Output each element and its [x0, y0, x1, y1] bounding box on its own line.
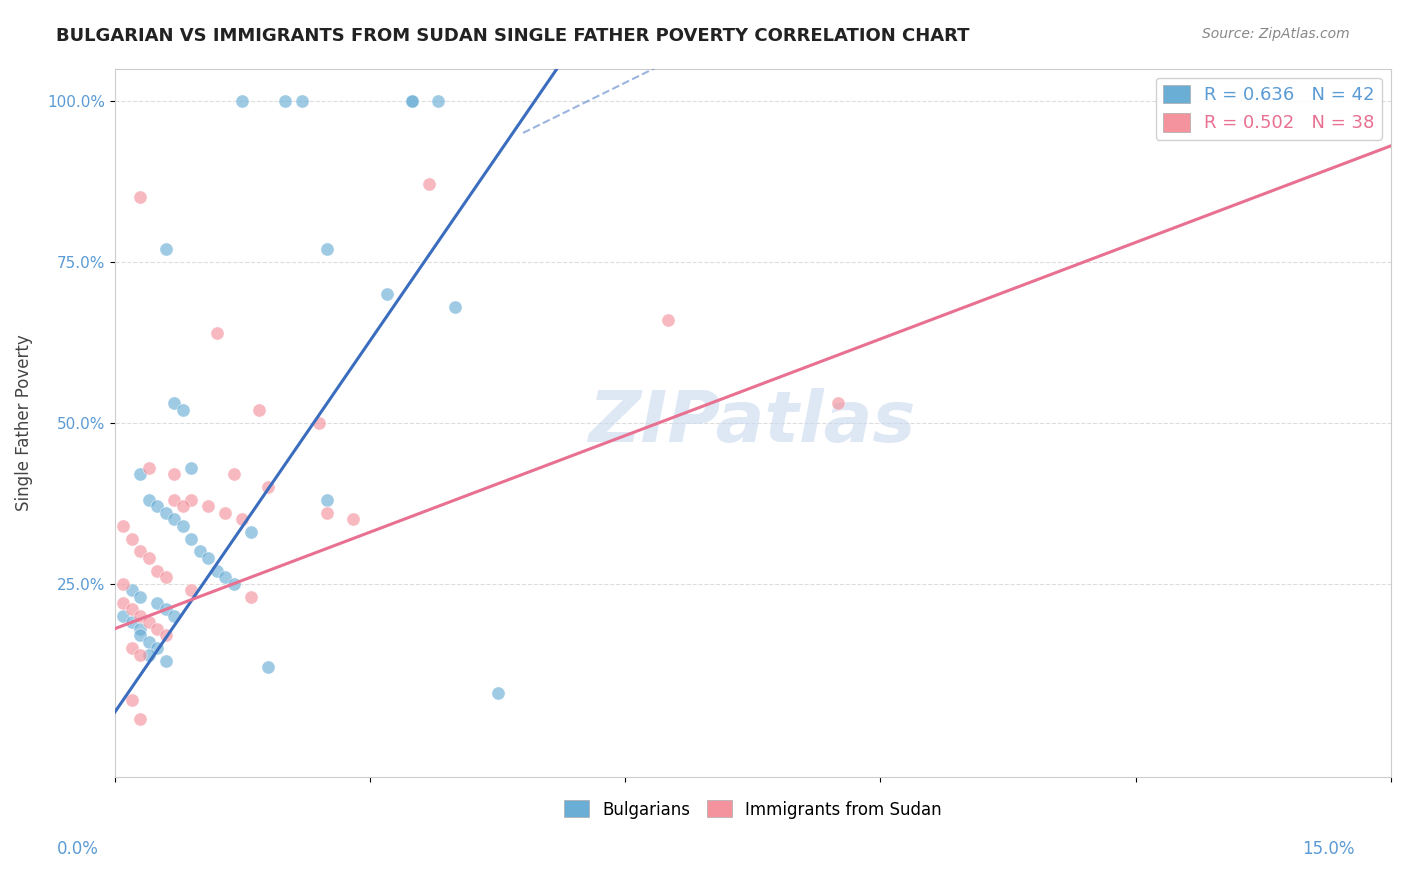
Point — [155, 628, 177, 642]
Point — [155, 570, 177, 584]
Point — [231, 512, 253, 526]
Point — [146, 596, 169, 610]
Point — [129, 190, 152, 204]
Point — [129, 712, 152, 726]
Point — [222, 467, 245, 482]
Point — [256, 660, 278, 674]
Point — [155, 242, 177, 256]
Point — [146, 622, 169, 636]
Point — [486, 686, 509, 700]
Point — [827, 396, 849, 410]
Point — [197, 500, 219, 514]
Point — [316, 493, 339, 508]
Point — [316, 506, 339, 520]
Point — [222, 576, 245, 591]
Point — [180, 532, 202, 546]
Text: BULGARIAN VS IMMIGRANTS FROM SUDAN SINGLE FATHER POVERTY CORRELATION CHART: BULGARIAN VS IMMIGRANTS FROM SUDAN SINGL… — [56, 27, 970, 45]
Point — [172, 518, 194, 533]
Point — [112, 596, 135, 610]
Point — [146, 641, 169, 656]
Point — [121, 615, 143, 630]
Point — [197, 550, 219, 565]
Point — [418, 178, 440, 192]
Point — [231, 94, 253, 108]
Point — [163, 493, 186, 508]
Legend: Bulgarians, Immigrants from Sudan: Bulgarians, Immigrants from Sudan — [557, 794, 949, 825]
Point — [180, 583, 202, 598]
Point — [155, 506, 177, 520]
Point — [426, 94, 449, 108]
Point — [316, 242, 339, 256]
Point — [401, 94, 423, 108]
Point — [129, 544, 152, 558]
Point — [138, 615, 160, 630]
Point — [129, 467, 152, 482]
Y-axis label: Single Father Poverty: Single Father Poverty — [15, 334, 32, 511]
Text: ZIPatlas: ZIPatlas — [589, 388, 917, 458]
Point — [239, 525, 262, 540]
Point — [121, 692, 143, 706]
Point — [274, 94, 297, 108]
Point — [129, 628, 152, 642]
Text: 0.0%: 0.0% — [56, 840, 98, 858]
Point — [239, 590, 262, 604]
Point — [155, 654, 177, 668]
Point — [163, 512, 186, 526]
Point — [129, 622, 152, 636]
Point — [172, 402, 194, 417]
Point — [163, 467, 186, 482]
Point — [138, 460, 160, 475]
Point — [146, 564, 169, 578]
Text: 15.0%: 15.0% — [1302, 840, 1355, 858]
Point — [180, 460, 202, 475]
Point — [129, 648, 152, 662]
Point — [214, 570, 236, 584]
Point — [163, 396, 186, 410]
Point — [214, 506, 236, 520]
Text: Source: ZipAtlas.com: Source: ZipAtlas.com — [1202, 27, 1350, 41]
Point — [180, 493, 202, 508]
Point — [308, 416, 330, 430]
Point — [112, 518, 135, 533]
Point — [129, 590, 152, 604]
Point — [138, 634, 160, 648]
Point — [121, 602, 143, 616]
Point — [205, 564, 228, 578]
Point — [112, 608, 135, 623]
Point — [129, 608, 152, 623]
Point — [375, 286, 398, 301]
Point — [172, 500, 194, 514]
Point — [247, 402, 270, 417]
Point — [657, 312, 679, 326]
Point — [205, 326, 228, 340]
Point — [121, 532, 143, 546]
Point — [163, 608, 186, 623]
Point — [155, 602, 177, 616]
Point — [401, 94, 423, 108]
Point — [138, 648, 160, 662]
Point — [146, 500, 169, 514]
Point — [138, 493, 160, 508]
Point — [444, 300, 467, 314]
Point — [138, 550, 160, 565]
Point — [291, 94, 314, 108]
Point — [112, 576, 135, 591]
Point — [342, 512, 364, 526]
Point — [256, 480, 278, 494]
Point — [121, 641, 143, 656]
Point — [121, 583, 143, 598]
Point — [188, 544, 211, 558]
